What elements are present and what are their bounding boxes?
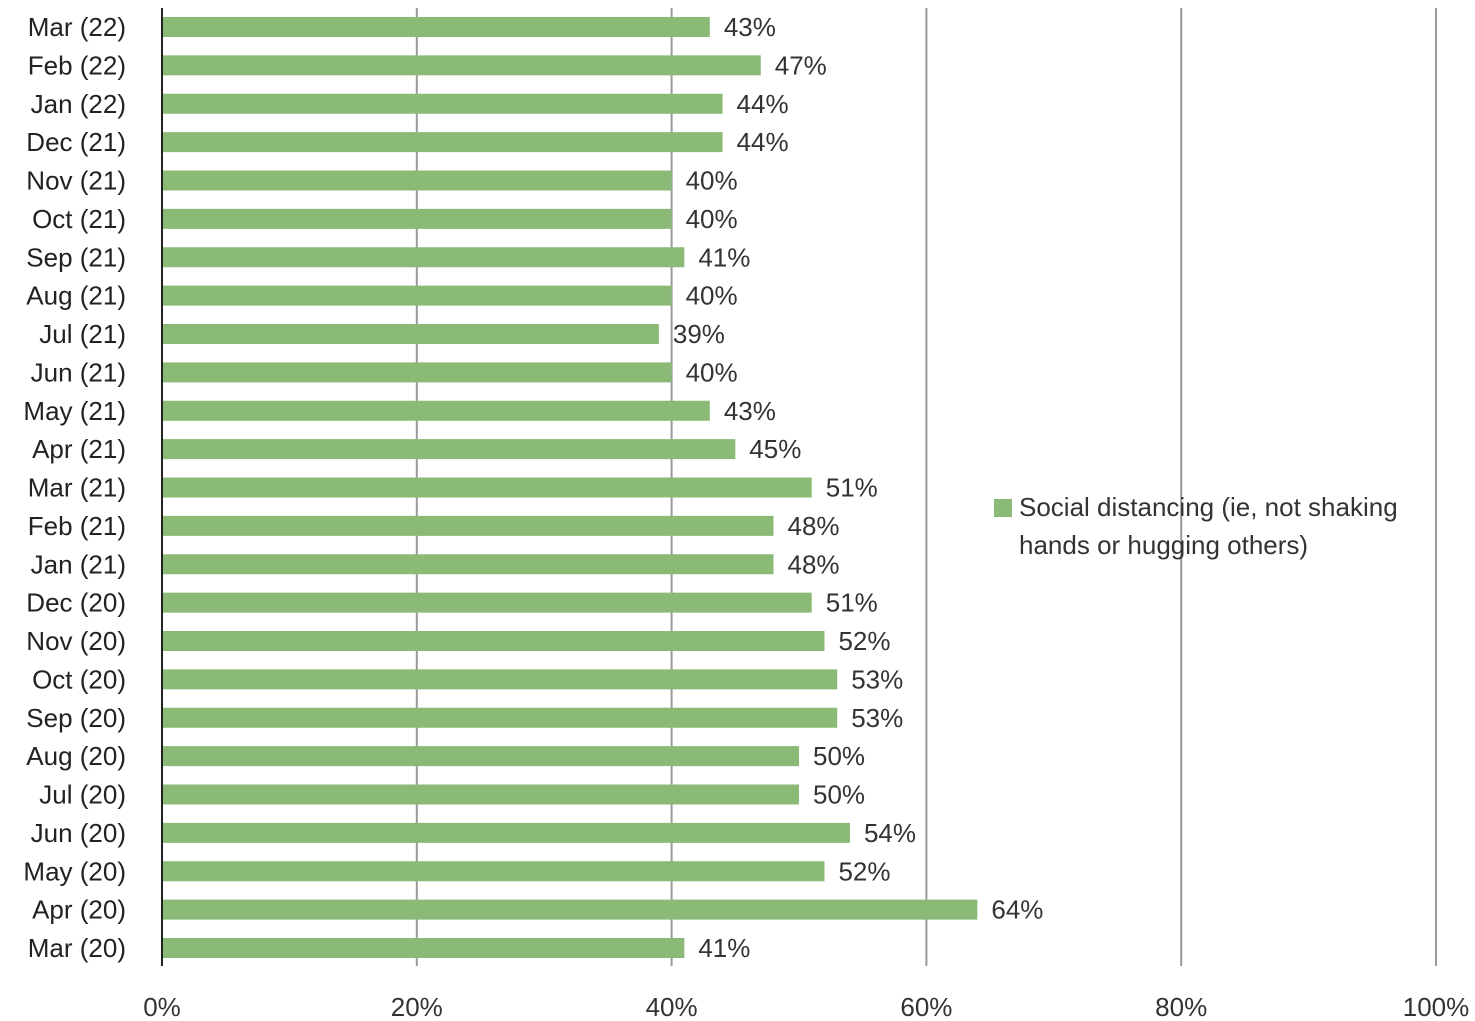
bars: 43% 47% 44% 44% 40% 40% 41% 40% 39% 40% 43% 45% 51% 4… [162,12,1043,963]
x-tick-label: 40% [646,992,698,1021]
category-label: Nov (21) [26,166,126,196]
bar [162,938,685,958]
legend-label: Social distancing (ie, not shaking [1019,492,1398,522]
data-label: 50% [813,741,865,771]
bar [162,822,850,843]
data-label: 64% [991,895,1043,925]
category-label: May (20) [23,856,126,886]
category-label: Aug (20) [26,741,126,771]
category-label: Jun (21) [31,357,126,387]
bar [162,324,659,344]
bar [162,515,774,536]
bar [162,592,812,613]
category-label: Apr (21) [32,434,126,464]
data-label: 48% [788,511,840,541]
data-label: 50% [813,780,865,810]
x-tick-label: 20% [391,992,443,1021]
gridlines [415,8,1437,966]
data-label: 43% [724,396,776,426]
category-label: Sep (21) [26,242,126,272]
category-label: Nov (20) [26,626,126,656]
bar [162,93,723,114]
category-label: Jan (22) [31,89,126,119]
data-label: 40% [686,166,738,196]
legend: Social distancing (ie, not shaking hands … [994,492,1398,560]
category-label: Feb (22) [28,50,126,80]
x-tick-label: 80% [1155,992,1207,1021]
category-label: Dec (20) [26,588,126,618]
category-label: Jun (20) [31,818,126,848]
bar [162,208,672,229]
bar [162,247,685,268]
x-tick-label: 0% [143,992,181,1021]
bar [162,170,672,191]
x-tick-label: 60% [900,992,952,1021]
bar [162,784,799,805]
bar [162,554,774,575]
bar [162,669,838,690]
legend-label: hands or hugging others) [1019,530,1308,560]
data-label: 40% [686,204,738,234]
data-label: 41% [698,933,750,963]
x-tick-label: 100% [1403,992,1470,1021]
data-label: 40% [686,281,738,311]
category-label: May (21) [23,396,126,426]
category-label: Mar (22) [28,12,126,42]
category-label: Oct (21) [32,204,126,234]
category-label: Aug (21) [26,281,126,311]
data-label: 53% [851,703,903,733]
data-label: 43% [724,12,776,42]
bar [162,400,710,421]
category-label: Mar (20) [28,933,126,963]
bar [162,439,736,460]
bar [162,707,838,728]
bar [162,55,761,76]
bar [162,861,825,882]
data-label: 52% [838,626,890,656]
data-label: 40% [686,357,738,387]
data-label: 48% [788,549,840,579]
data-label: 51% [826,588,878,618]
data-label: 44% [737,89,789,119]
data-label: 53% [851,664,903,694]
bar [162,746,799,767]
data-label: 44% [737,127,789,157]
data-label: 45% [749,434,801,464]
bar [162,899,978,920]
bar [162,285,672,306]
bar [162,631,825,651]
category-label: Feb (21) [28,511,126,541]
category-label: Sep (20) [26,703,126,733]
category-label: Mar (21) [28,473,126,503]
data-label: 51% [826,473,878,503]
category-label: Dec (21) [26,127,126,157]
data-label: 41% [698,242,750,272]
bar [162,362,672,383]
data-label: 52% [838,856,890,886]
data-label: 54% [864,818,916,848]
axis: 0% 20% 40% 60% 80% 100% Mar (22) Feb (22) Jan (2… [23,8,1469,1021]
category-label: Jan (21) [31,549,126,579]
legend-swatch [994,499,1012,517]
data-label: 47% [775,50,827,80]
data-label: 39% [673,319,725,349]
bar [162,477,812,498]
category-label: Oct (20) [32,664,126,694]
category-label: Jul (20) [39,780,126,810]
category-label: Apr (20) [32,895,126,925]
category-label: Jul (21) [39,319,126,349]
bar [162,17,710,37]
bar [162,132,723,153]
